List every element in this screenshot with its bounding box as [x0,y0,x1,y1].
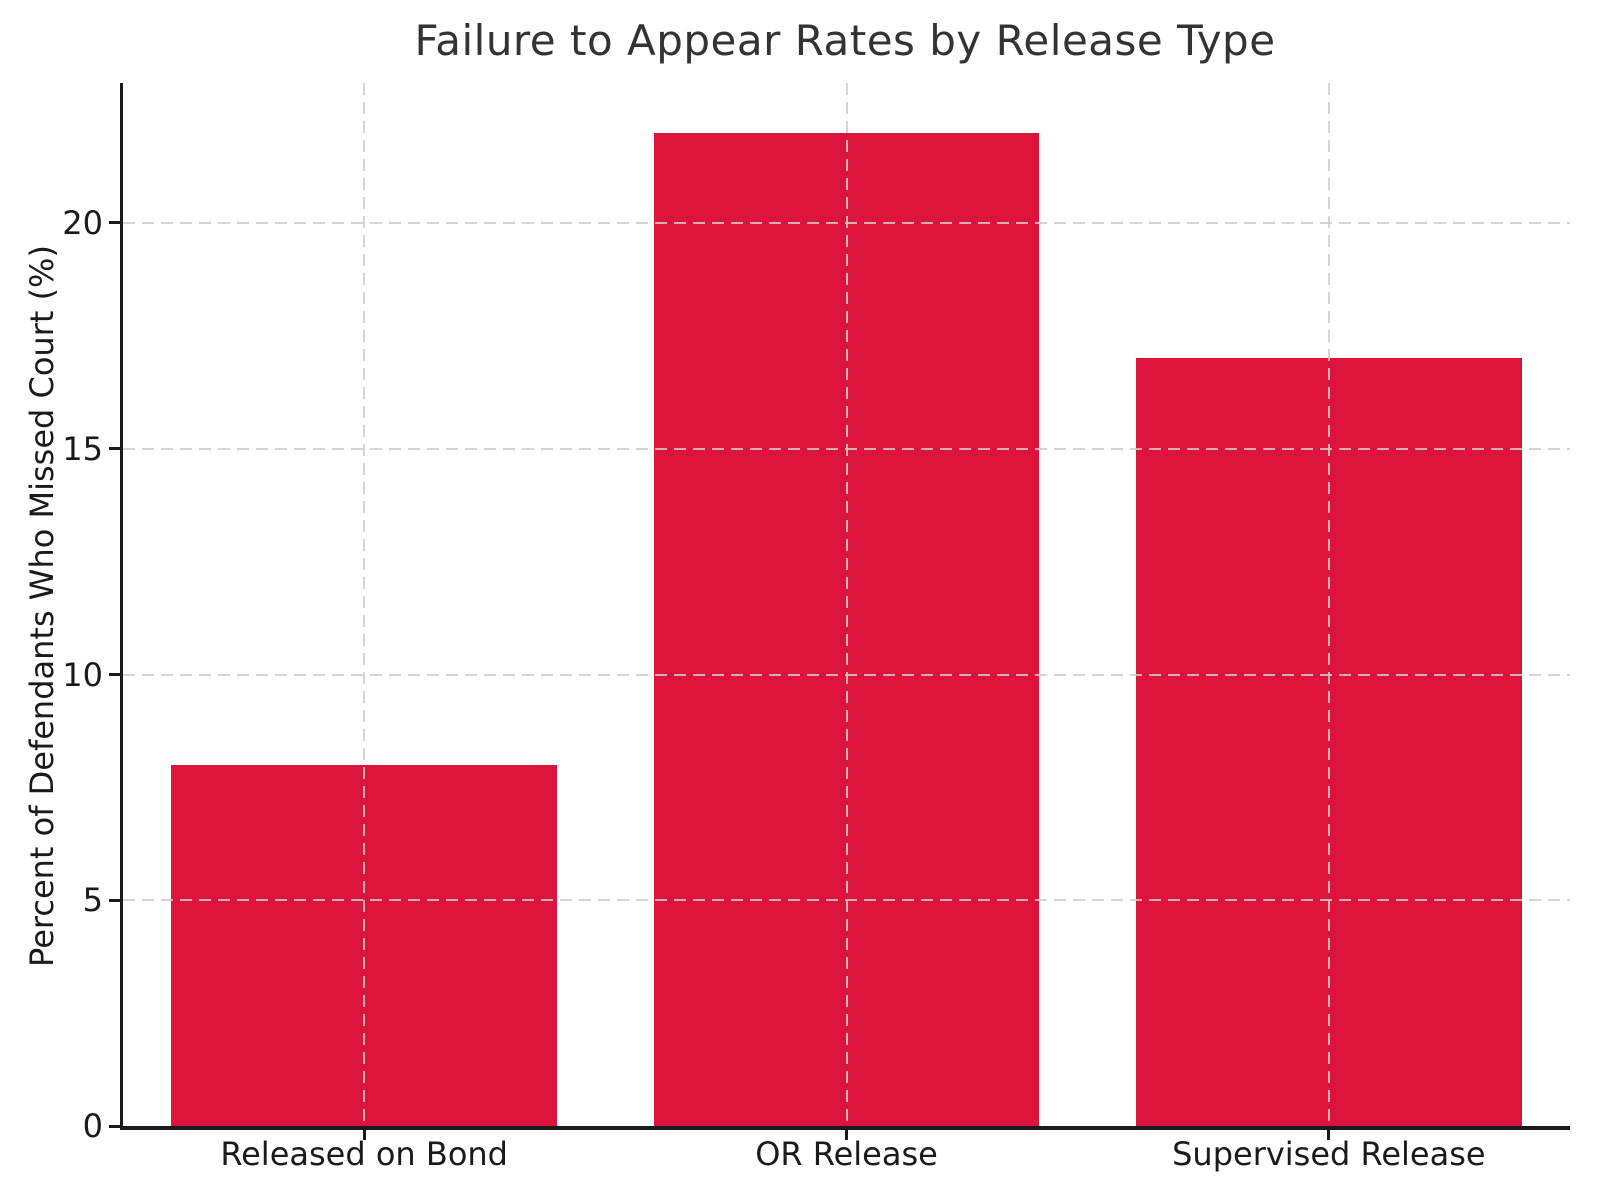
y-tick-mark [109,898,120,902]
x-category-label: Released on Bond [220,1135,508,1173]
x-tick-mark [1327,1130,1331,1140]
y-axis-label: Percent of Defendants Who Missed Court (… [23,245,61,967]
gridline-vertical [1327,83,1330,1126]
y-tick-label: 15 [62,429,103,468]
y-tick-mark [109,447,120,451]
y-tick-mark [109,1124,120,1128]
y-tick-label: 20 [62,203,103,242]
y-tick-label: 5 [82,881,103,920]
gridline-horizontal [123,673,1570,676]
gridline-horizontal [123,221,1570,224]
gridline-vertical [845,83,848,1126]
x-category-label: Supervised Release [1172,1135,1486,1173]
gridline-vertical [363,83,366,1126]
y-tick-label: 10 [62,655,103,694]
y-tick-mark [109,221,120,225]
plot-area: 0 5 10 15 20 Released on Bond OR Release Superv… [62,83,1570,1173]
y-tick-label: 0 [82,1107,103,1145]
gridline-horizontal [123,899,1570,902]
y-tick-mark [109,673,120,676]
x-tick-mark [845,1130,848,1140]
x-tick-mark [362,1130,366,1140]
gridline-horizontal [123,447,1570,450]
x-category-label: OR Release [755,1135,938,1173]
chart-title: Failure to Appear Rates by Release Type [414,16,1276,65]
